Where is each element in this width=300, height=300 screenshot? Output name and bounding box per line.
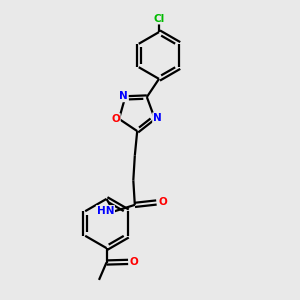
Text: N: N bbox=[119, 92, 128, 101]
Text: O: O bbox=[130, 257, 139, 267]
Text: Cl: Cl bbox=[153, 14, 165, 24]
Text: HN: HN bbox=[97, 206, 114, 216]
Text: N: N bbox=[153, 113, 162, 123]
Text: O: O bbox=[158, 197, 167, 208]
Text: O: O bbox=[111, 114, 120, 124]
